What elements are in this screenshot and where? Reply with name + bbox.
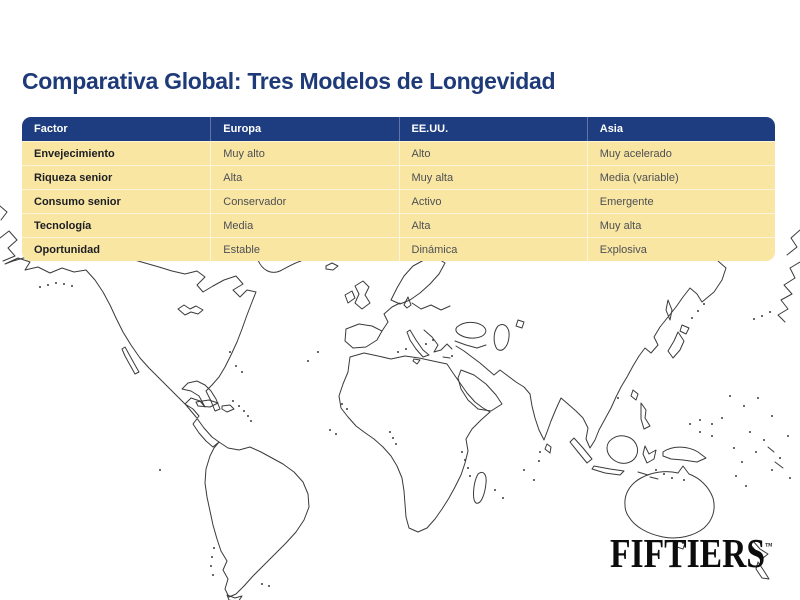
cell-eeuu: Muy alta [398, 166, 587, 189]
page-title: Comparativa Global: Tres Modelos de Long… [22, 68, 556, 94]
comparison-table: Factor Europa EE.UU. Asia Envejecimiento… [22, 117, 775, 261]
column-header-asia: Asia [586, 117, 775, 141]
cell-asia: Muy alta [586, 214, 775, 237]
cell-europa: Muy alto [210, 142, 398, 165]
cell-eeuu: Alto [398, 142, 587, 165]
cell-europa: Conservador [210, 190, 398, 213]
column-header-factor: Factor [34, 123, 68, 135]
table-row: Riqueza senior Alta Muy alta Media (vari… [22, 165, 775, 189]
cell-eeuu: Dinámica [398, 238, 587, 261]
table-row: Oportunidad Estable Dinámica Explosiva [22, 237, 775, 261]
table-row: Tecnología Media Alta Muy alta [22, 213, 775, 237]
table-header-row: Factor Europa EE.UU. Asia [22, 117, 775, 141]
trademark-symbol: ™ [765, 541, 773, 551]
cell-europa: Alta [210, 166, 398, 189]
cell-europa: Media [210, 214, 398, 237]
fiftiers-logo: FIFTIERS™ [610, 533, 772, 574]
cell-europa: Estable [210, 238, 398, 261]
cell-asia: Muy acelerado [586, 142, 775, 165]
cell-asia: Media (variable) [586, 166, 775, 189]
column-header-eeuu: EE.UU. [398, 117, 587, 141]
table-row: Consumo senior Conservador Activo Emerge… [22, 189, 775, 213]
cell-eeuu: Activo [398, 190, 587, 213]
row-label: Consumo senior [34, 195, 121, 208]
row-label: Envejecimiento [34, 147, 115, 160]
cell-asia: Explosiva [586, 238, 775, 261]
table-row: Envejecimiento Muy alto Alto Muy acelera… [22, 141, 775, 165]
column-header-europa: Europa [210, 117, 398, 141]
cell-asia: Emergente [586, 190, 775, 213]
cell-eeuu: Alta [398, 214, 587, 237]
row-label: Oportunidad [34, 243, 100, 256]
row-label: Riqueza senior [34, 171, 113, 184]
row-label: Tecnología [34, 219, 92, 232]
logo-text: FIFTIERS [610, 530, 766, 576]
